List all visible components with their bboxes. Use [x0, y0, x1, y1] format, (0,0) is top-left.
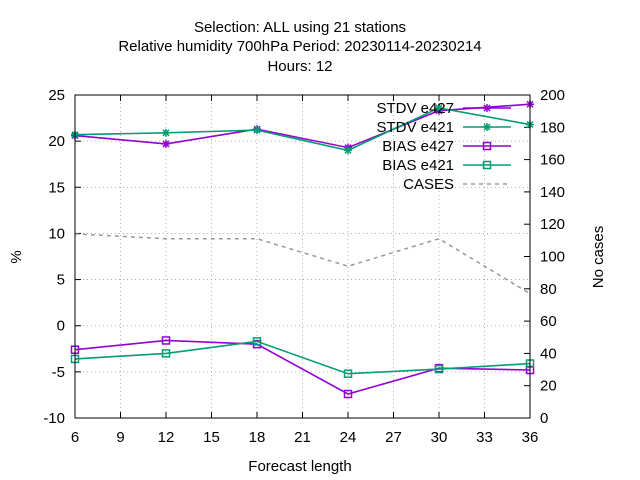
- y2-tick-label: 160: [540, 152, 565, 169]
- y-tick-label: 5: [57, 272, 65, 289]
- x-tick-label: 33: [476, 429, 493, 446]
- series-line-cases: [74, 233, 531, 295]
- y-tick-label: 25: [48, 87, 65, 104]
- point-bias-e421: [434, 364, 444, 374]
- series-layer: [70, 100, 535, 399]
- point-stdv-e421: [344, 146, 352, 155]
- y2-tick-label: 100: [540, 249, 565, 266]
- legend-entry-stdv-e421: STDV e421: [376, 119, 511, 136]
- y2-tick-label: 140: [540, 184, 565, 201]
- legend-marker: [482, 141, 492, 151]
- point-bias-e421: [252, 337, 262, 346]
- series-line-stdv-e427: [74, 103, 531, 149]
- x-tick-label: 30: [431, 429, 448, 446]
- y-tick-label: -10: [43, 410, 65, 427]
- y-axis-label: %: [8, 250, 25, 263]
- series-line-bias-e421: [74, 340, 531, 375]
- x-tick-label: 21: [294, 429, 311, 446]
- series-cases: [74, 233, 531, 295]
- y2-tick-label: 20: [540, 378, 557, 395]
- legend-label: BIAS e421: [382, 157, 454, 174]
- x-tick-label: 36: [522, 429, 539, 446]
- legend-label: STDV e427: [376, 100, 454, 117]
- axis-ticks: 6 9 12 15 18 21 24 27 30 33 36 -10 -5 0 5 10 15 20 25 0 20 40…: [43, 87, 565, 446]
- y2-tick-label: 80: [540, 281, 557, 298]
- x-tick-label: 24: [340, 429, 357, 446]
- y2-axis-label: No cases: [590, 226, 607, 289]
- legend-marker: [483, 123, 491, 131]
- title-line-1: Selection: ALL using 21 stations: [194, 19, 406, 36]
- series-bias-e421: [70, 337, 535, 378]
- plot-frame: [74, 94, 531, 419]
- chart-title: Selection: ALL using 21 stations Relativ…: [118, 19, 481, 75]
- x-tick-label: 18: [249, 429, 266, 446]
- y-tick-label: 0: [57, 318, 65, 335]
- legend-label: CASES: [403, 176, 454, 193]
- point-stdv-e421: [435, 103, 443, 112]
- legend-entry-bias-e421: BIAS e421: [382, 157, 511, 174]
- y-tick-label: 20: [48, 133, 65, 150]
- y-tick-label: -5: [52, 364, 65, 381]
- y2-tick-label: 0: [540, 410, 548, 427]
- legend-label: BIAS e427: [382, 138, 454, 155]
- x-tick-label: 6: [71, 429, 79, 446]
- y2-tick-label: 180: [540, 119, 565, 136]
- y-tick-label: 10: [48, 225, 65, 242]
- point-bias-e427: [343, 389, 353, 399]
- x-tick-label: 9: [116, 429, 124, 446]
- legend-label: STDV e421: [376, 119, 454, 136]
- series-line-stdv-e421: [74, 107, 531, 152]
- point-stdv-e427: [162, 139, 170, 148]
- point-bias-e421: [343, 369, 353, 378]
- x-axis-label: Forecast length: [248, 458, 351, 475]
- y2-tick-label: 120: [540, 216, 565, 233]
- x-tick-label: 12: [158, 429, 175, 446]
- legend-entry-stdv-e427: STDV e427: [376, 100, 511, 117]
- title-line-3: Hours: 12: [267, 58, 332, 75]
- legend-marker: [483, 104, 491, 112]
- y2-tick-label: 200: [540, 87, 565, 104]
- point-bias-e421: [161, 349, 171, 358]
- x-tick-label: 27: [385, 429, 402, 446]
- y-tick-label: 15: [48, 179, 65, 196]
- legend: STDV e427 STDV e421 BIAS e427 BIAS e421 CASE…: [376, 100, 511, 193]
- y2-tick-label: 60: [540, 313, 557, 330]
- point-stdv-e421: [253, 126, 261, 135]
- title-line-2: Relative humidity 700hPa Period: 2023011…: [118, 38, 481, 55]
- legend-entry-bias-e427: BIAS e427: [382, 138, 511, 155]
- legend-marker: [482, 160, 492, 170]
- point-bias-e427: [161, 336, 171, 345]
- point-stdv-e421: [162, 128, 170, 137]
- legend-entry-cases: CASES: [403, 176, 511, 193]
- x-tick-label: 15: [203, 429, 220, 446]
- y2-tick-label: 40: [540, 345, 557, 362]
